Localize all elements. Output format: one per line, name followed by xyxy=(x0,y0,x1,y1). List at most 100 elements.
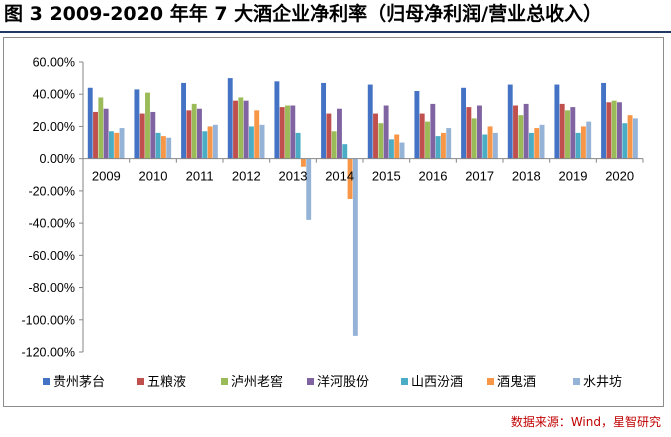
bar xyxy=(601,82,607,159)
bar xyxy=(274,81,280,159)
bar xyxy=(212,124,218,159)
legend-label: 水井坊 xyxy=(583,375,622,390)
legend-label: 洋河股份 xyxy=(317,375,369,390)
bar xyxy=(466,107,472,159)
y-tick-label: 60.00% xyxy=(33,56,75,70)
bar xyxy=(575,132,581,159)
bar xyxy=(523,103,529,159)
bar xyxy=(477,105,482,159)
bar xyxy=(419,113,425,159)
legend-swatch xyxy=(307,378,314,385)
bar xyxy=(586,121,592,159)
bar xyxy=(518,115,524,159)
bar xyxy=(622,123,628,159)
bar xyxy=(233,100,238,159)
bar xyxy=(513,105,518,159)
bar xyxy=(492,132,498,159)
bar xyxy=(87,87,93,159)
bar xyxy=(145,92,150,159)
legend-swatch xyxy=(221,378,228,385)
bar xyxy=(150,111,156,159)
legend-label: 山西汾酒 xyxy=(411,375,463,390)
legend-label: 酒鬼酒 xyxy=(497,374,536,390)
bar xyxy=(435,136,441,159)
bar xyxy=(461,87,467,159)
bar xyxy=(279,107,285,159)
bar xyxy=(166,137,172,159)
bar xyxy=(534,128,540,159)
x-tick-label: 2019 xyxy=(559,169,588,184)
bar xyxy=(342,144,348,159)
bar xyxy=(539,124,545,159)
bar xyxy=(103,108,109,159)
bar xyxy=(93,111,98,159)
bar xyxy=(202,131,208,159)
bar xyxy=(306,158,312,220)
x-tick-label: 2014 xyxy=(325,169,354,184)
bar xyxy=(98,97,104,159)
bar xyxy=(285,105,290,159)
bar xyxy=(425,121,430,159)
x-tick-label: 2012 xyxy=(232,169,261,184)
bar xyxy=(565,110,570,159)
bar xyxy=(347,158,353,199)
bar xyxy=(254,110,260,159)
bar xyxy=(337,108,342,159)
bar xyxy=(554,84,560,159)
legend-swatch xyxy=(43,378,50,385)
data-source-note: 数据来源：Wind，星智研究 xyxy=(510,415,661,429)
bar xyxy=(352,158,358,336)
bar xyxy=(373,113,378,159)
y-tick-label: 0.00% xyxy=(40,152,75,166)
bar xyxy=(155,132,161,159)
bar xyxy=(611,100,617,159)
bar xyxy=(487,126,493,159)
y-tick-label: -60.00% xyxy=(28,249,75,263)
bar xyxy=(134,89,140,159)
bar xyxy=(570,107,576,159)
bar xyxy=(191,103,197,159)
bar xyxy=(295,132,301,159)
bar xyxy=(197,108,202,159)
x-tick-label: 2009 xyxy=(92,169,121,184)
bar xyxy=(300,158,306,167)
bar xyxy=(160,136,166,159)
bar xyxy=(446,128,452,159)
bar xyxy=(528,132,534,159)
bar xyxy=(238,97,244,159)
bar xyxy=(207,126,213,159)
legend-label: 泸州老窖 xyxy=(231,374,283,390)
bar xyxy=(627,115,633,159)
legend-swatch xyxy=(573,378,580,385)
bar xyxy=(471,118,477,159)
bar xyxy=(632,118,638,159)
chart-frame xyxy=(3,37,664,407)
bar xyxy=(399,142,405,159)
legend-label: 五粮液 xyxy=(147,375,186,390)
x-tick-label: 2010 xyxy=(139,169,168,184)
y-tick-label: -40.00% xyxy=(28,217,75,231)
bar xyxy=(580,126,586,159)
bar xyxy=(617,102,622,159)
bar xyxy=(559,103,565,159)
x-tick-label: 2015 xyxy=(372,169,401,184)
bar xyxy=(108,131,114,159)
x-tick-label: 2017 xyxy=(465,169,494,184)
figure-title: 图 3 2009-2020 年年 7 大酒企业净利率（归母净利润/营业总收入） xyxy=(4,3,603,25)
y-tick-label: -100.00% xyxy=(21,313,75,327)
bar xyxy=(119,128,125,159)
bar xyxy=(388,139,394,159)
bar xyxy=(507,84,513,159)
legend-label: 贵州茅台 xyxy=(53,375,105,390)
bar xyxy=(181,82,187,159)
title-rule xyxy=(0,31,671,33)
y-tick-label: -120.00% xyxy=(21,346,75,360)
bar xyxy=(331,131,337,159)
bar xyxy=(186,110,192,159)
legend-swatch xyxy=(487,378,494,385)
x-tick-label: 2016 xyxy=(419,169,448,184)
legend-swatch xyxy=(401,378,408,385)
bar xyxy=(414,91,420,159)
bar xyxy=(606,102,612,159)
bar xyxy=(248,126,254,159)
